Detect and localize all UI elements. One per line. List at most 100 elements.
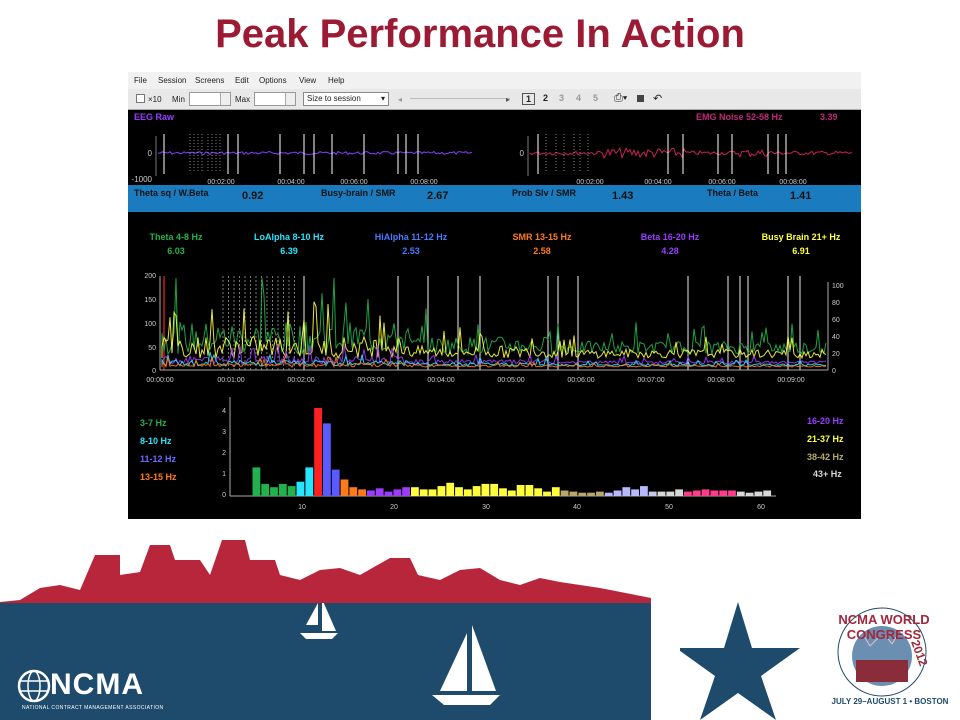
page-button-5[interactable]: 5 bbox=[593, 93, 599, 103]
raw-right-time-tick: 00:06:00 bbox=[708, 179, 735, 186]
trend-right-tick: 60 bbox=[832, 317, 840, 324]
spectrum-bar bbox=[349, 487, 358, 496]
raw-right-time-tick: 00:02:00 bbox=[576, 179, 603, 186]
spectrum-x-tick: 10 bbox=[298, 504, 306, 511]
spectrum-bar bbox=[640, 486, 648, 496]
trend-right-tick: 80 bbox=[832, 300, 840, 307]
zoom-select[interactable]: Size to session ▾ bbox=[303, 92, 389, 106]
spectrum-bar bbox=[305, 467, 314, 496]
trend-left-tick: 150 bbox=[144, 297, 156, 304]
trend-left-tick: 0 bbox=[152, 368, 156, 375]
congress-title: NCMA WORLD CONGRESS bbox=[838, 612, 930, 642]
spectrum-bar bbox=[684, 491, 692, 496]
scroll-left-icon[interactable]: ◂ bbox=[398, 95, 403, 104]
spectrum-bar bbox=[622, 487, 631, 496]
undo-icon[interactable]: ↶ bbox=[653, 93, 663, 105]
spectrum-bar bbox=[455, 487, 463, 496]
sailboat-sail-icon bbox=[322, 603, 336, 631]
ratio-value: 1.43 bbox=[612, 190, 634, 202]
spectrum-legend-right: 38-42 Hz bbox=[807, 452, 844, 462]
trend-time-tick: 00:05:00 bbox=[497, 377, 524, 384]
max-label: Max bbox=[235, 95, 251, 104]
spectrum-bar bbox=[613, 490, 622, 496]
spectrum-bar bbox=[375, 488, 384, 496]
raw-left-y-tick: -1000 bbox=[132, 175, 153, 184]
raw-left-time-tick: 00:02:00 bbox=[207, 179, 234, 186]
trend-left-tick: 100 bbox=[144, 321, 156, 328]
trend-series-line bbox=[161, 277, 827, 356]
scroll-right-icon[interactable]: ▸ bbox=[506, 95, 511, 104]
band-label: LoAlpha 8-10 Hz bbox=[253, 232, 324, 242]
spectrum-bar bbox=[393, 489, 402, 496]
spectrum-bar bbox=[569, 491, 578, 496]
trend-right-tick: 20 bbox=[832, 351, 840, 358]
menu-view[interactable]: View bbox=[299, 76, 317, 85]
menu-help[interactable]: Help bbox=[328, 76, 345, 85]
spectrum-bar bbox=[340, 479, 349, 496]
spectrum-bar bbox=[463, 489, 472, 496]
band-beta: Beta 16-20 Hz 4.28 bbox=[610, 232, 730, 256]
ratio-label: Theta sq / W.Beta bbox=[134, 188, 209, 198]
page-button-2[interactable]: 2 bbox=[543, 93, 549, 103]
spectrum-legend-left: 8-10 Hz bbox=[140, 436, 172, 446]
page-button-3[interactable]: 3 bbox=[559, 93, 565, 103]
time-scroll-track[interactable] bbox=[410, 98, 510, 99]
band-busy-brain: Busy Brain 21+ Hz 6.91 bbox=[741, 232, 861, 256]
spectrum-bar bbox=[384, 491, 393, 496]
ncma-subtitle: NATIONAL CONTRACT MANAGEMENT ASSOCIATION bbox=[22, 705, 164, 711]
band-smr: SMR 13-15 Hz 2.58 bbox=[482, 232, 602, 256]
menu-options[interactable]: Options bbox=[259, 76, 287, 85]
congress-emblem bbox=[837, 607, 927, 697]
trend-time-tick: 00:02:00 bbox=[287, 377, 314, 384]
spectrum-legend-left: 13-15 Hz bbox=[140, 472, 177, 482]
min-stepper[interactable] bbox=[189, 92, 231, 106]
spectrum-bar bbox=[551, 487, 560, 496]
page-button-1[interactable]: 1 bbox=[522, 93, 536, 105]
spectrum-bar bbox=[728, 490, 736, 496]
trend-left-tick: 50 bbox=[148, 345, 156, 352]
spectrum-bar bbox=[261, 483, 270, 496]
trend-time-tick: 00:00:00 bbox=[146, 377, 173, 384]
spectrum-bar bbox=[745, 492, 754, 496]
menu-edit[interactable]: Edit bbox=[235, 76, 249, 85]
min-label: Min bbox=[172, 95, 185, 104]
emg-noise-value: 3.39 bbox=[820, 112, 838, 122]
trend-time-tick: 00:06:00 bbox=[567, 377, 594, 384]
spectrum-y-tick: 0 bbox=[222, 492, 226, 499]
eeg-raw-trace bbox=[157, 134, 473, 174]
band-label: Busy Brain 21+ Hz bbox=[761, 232, 841, 242]
spectrum-bar bbox=[587, 492, 595, 496]
trend-time-tick: 00:07:00 bbox=[637, 377, 664, 384]
spectrum-bar bbox=[736, 491, 745, 496]
band-value: 4.28 bbox=[661, 246, 679, 256]
menu-screens[interactable]: Screens bbox=[195, 76, 225, 85]
raw-signal-panel: 0 -1000 0 00:02:00 00:04:00 00:06:00 00:… bbox=[132, 134, 853, 186]
sailboat-hull-icon bbox=[300, 633, 338, 639]
print-icon[interactable]: ⎙▾ bbox=[614, 92, 628, 104]
spectrum-x-tick: 60 bbox=[757, 504, 765, 511]
band-hialpha: HiAlpha 11-12 Hz 2.53 bbox=[351, 232, 471, 256]
star-icon bbox=[680, 602, 800, 720]
sailboat-large-hull-icon bbox=[432, 695, 500, 705]
spectrum-bar bbox=[367, 490, 375, 496]
spectrum-x-tick: 30 bbox=[482, 504, 490, 511]
record-icon[interactable] bbox=[637, 95, 644, 102]
spectrum-bar bbox=[631, 489, 639, 496]
footer-graphics bbox=[17, 603, 500, 705]
menu-file[interactable]: File bbox=[134, 76, 147, 85]
band-value: 6.03 bbox=[167, 246, 185, 256]
spectrum-bar bbox=[534, 488, 543, 496]
spectrum-bar bbox=[525, 485, 534, 496]
spectrum-bar bbox=[754, 491, 763, 496]
spectrum-x-tick: 50 bbox=[665, 504, 673, 511]
spectrum-bar bbox=[446, 482, 455, 496]
x10-checkbox[interactable] bbox=[136, 94, 145, 103]
menu-session[interactable]: Session bbox=[158, 76, 187, 85]
spectrum-bar bbox=[543, 491, 551, 496]
x10-label: ×10 bbox=[148, 95, 162, 104]
band-label: Beta 16-20 Hz bbox=[640, 232, 700, 242]
emg-raw-trace bbox=[529, 134, 853, 174]
page-button-4[interactable]: 4 bbox=[576, 93, 582, 103]
spectrum-y-tick: 4 bbox=[222, 408, 226, 415]
max-stepper[interactable] bbox=[254, 92, 296, 106]
